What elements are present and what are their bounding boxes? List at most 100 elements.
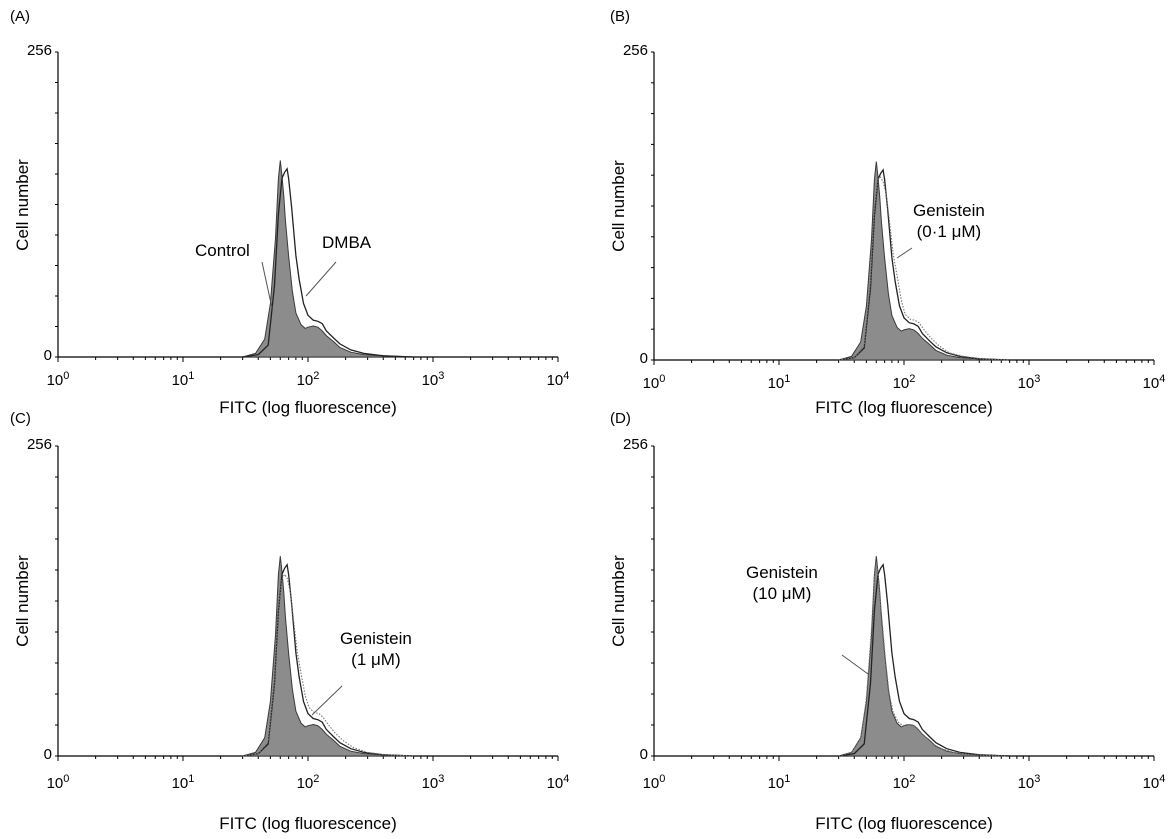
x-tick-exponent: 4 xyxy=(1159,773,1166,785)
chart-panel-a: (A) 256 0 100 101 102 103 104 Cell number FITC (l… xyxy=(0,0,590,420)
x-tick-exponent: 2 xyxy=(909,773,916,785)
series-dmba-line xyxy=(242,167,414,358)
chart-b-svg xyxy=(651,51,1155,365)
series-genistein-1-m-line xyxy=(242,573,414,757)
x-tick-exponent: 2 xyxy=(313,370,320,382)
y-axis-label: Cell number xyxy=(13,158,32,251)
y-tick-label-max: 256 xyxy=(26,436,52,453)
x-tick-base: 10 xyxy=(296,775,314,792)
x-tick-label: 102 xyxy=(297,370,320,389)
x-tick-base: 10 xyxy=(46,775,64,792)
annotation-pointer xyxy=(305,261,337,297)
x-tick-label: 100 xyxy=(47,370,70,389)
chart-panel-d: (D) 256 0 100 101 102 103 104 Cell number FITC (l… xyxy=(596,404,1176,839)
x-tick-label: 100 xyxy=(47,773,70,792)
x-tick-base: 10 xyxy=(892,775,910,792)
x-tick-exponent: 1 xyxy=(784,373,791,385)
annotation-pointer xyxy=(261,261,273,309)
x-tick-label: 101 xyxy=(768,773,791,792)
annotation-label: Genistein (1 μM) xyxy=(340,628,412,670)
x-tick-base: 10 xyxy=(642,375,660,392)
panel-label-c: (C) xyxy=(10,410,31,427)
x-axis-label: FITC (log fluorescence) xyxy=(219,814,397,833)
x-tick-label: 101 xyxy=(172,370,195,389)
annotation-pointer xyxy=(841,654,869,675)
x-axis-label: FITC (log fluorescence) xyxy=(219,398,397,417)
x-tick-exponent: 1 xyxy=(784,773,791,785)
x-tick-label: 104 xyxy=(1143,373,1166,392)
x-tick-exponent: 0 xyxy=(659,373,666,385)
x-tick-base: 10 xyxy=(1017,775,1035,792)
x-tick-base: 10 xyxy=(546,372,564,389)
x-tick-exponent: 1 xyxy=(188,773,195,785)
x-tick-exponent: 2 xyxy=(909,373,916,385)
annotation-line-2: (10 μM) xyxy=(752,584,812,603)
x-tick-label: 102 xyxy=(893,773,916,792)
annotation-line-1: Genistein xyxy=(340,629,412,648)
x-tick-label: 100 xyxy=(643,773,666,792)
y-tick-label-min: 0 xyxy=(639,746,648,763)
y-tick-label-max: 256 xyxy=(622,42,648,59)
x-tick-base: 10 xyxy=(421,372,439,389)
annotation-label: Control xyxy=(195,240,250,261)
x-tick-label: 101 xyxy=(768,373,791,392)
annotation-line-2: (1 μM) xyxy=(351,650,401,669)
annotation-line-1: Genistein xyxy=(746,563,818,582)
x-tick-exponent: 0 xyxy=(63,370,70,382)
x-tick-exponent: 3 xyxy=(438,773,445,785)
x-tick-label: 104 xyxy=(1143,773,1166,792)
x-tick-base: 10 xyxy=(421,775,439,792)
annotation-line-2: (0·1 μM) xyxy=(916,222,982,241)
x-tick-label: 104 xyxy=(547,370,570,389)
series-control-area xyxy=(242,160,414,358)
x-tick-exponent: 4 xyxy=(563,370,570,382)
chart-c-svg xyxy=(55,445,559,761)
y-tick-label-min: 0 xyxy=(43,746,52,763)
x-axis-label: FITC (log fluorescence) xyxy=(815,814,993,833)
series-control-area xyxy=(242,556,414,757)
panel-label-b: (B) xyxy=(610,8,630,25)
chart-panel-b: (B) 256 0 100 101 102 103 104 Cell number FITC (l… xyxy=(596,0,1176,420)
x-tick-base: 10 xyxy=(46,372,64,389)
x-tick-base: 10 xyxy=(767,375,785,392)
x-tick-exponent: 3 xyxy=(1034,773,1041,785)
x-tick-base: 10 xyxy=(642,775,660,792)
series-dmba-line xyxy=(838,562,1010,757)
y-tick-label-min: 0 xyxy=(639,350,648,367)
x-tick-exponent: 0 xyxy=(63,773,70,785)
x-axis-label: FITC (log fluorescence) xyxy=(815,398,993,417)
series-genistein-10-m-line xyxy=(838,562,1006,757)
x-tick-label: 103 xyxy=(1018,373,1041,392)
x-tick-label: 102 xyxy=(297,773,320,792)
series-dmba-line xyxy=(838,168,1010,361)
x-tick-base: 10 xyxy=(1142,375,1160,392)
x-tick-exponent: 1 xyxy=(188,370,195,382)
annotation-pointer xyxy=(896,247,913,259)
x-tick-exponent: 0 xyxy=(659,773,666,785)
annotation-pointer xyxy=(311,685,343,716)
series-genistein-0-1-m-line xyxy=(838,176,1010,361)
panel-label-d: (D) xyxy=(610,410,631,427)
x-tick-base: 10 xyxy=(171,775,189,792)
x-tick-base: 10 xyxy=(767,775,785,792)
y-tick-label-max: 256 xyxy=(622,436,648,453)
annotation-label: DMBA xyxy=(322,232,371,253)
y-axis-label: Cell number xyxy=(609,555,628,647)
annotation-line-1: Control xyxy=(195,241,250,260)
x-tick-label: 103 xyxy=(422,773,445,792)
chart-panel-c: (C) 256 0 100 101 102 103 104 Cell number FITC (l… xyxy=(0,404,590,839)
x-tick-base: 10 xyxy=(296,372,314,389)
x-tick-base: 10 xyxy=(171,372,189,389)
x-tick-exponent: 2 xyxy=(313,773,320,785)
x-tick-exponent: 3 xyxy=(438,370,445,382)
x-tick-exponent: 4 xyxy=(1159,373,1166,385)
x-tick-base: 10 xyxy=(1017,375,1035,392)
annotation-line-1: DMBA xyxy=(322,233,372,252)
series-control-area xyxy=(838,556,1010,757)
y-tick-label-min: 0 xyxy=(43,347,52,364)
y-tick-label-max: 256 xyxy=(26,42,52,59)
y-axis-label: Cell number xyxy=(13,555,32,647)
y-axis-label: Cell number xyxy=(609,160,628,252)
series-control-area xyxy=(838,161,1010,361)
chart-d-svg xyxy=(651,445,1155,761)
